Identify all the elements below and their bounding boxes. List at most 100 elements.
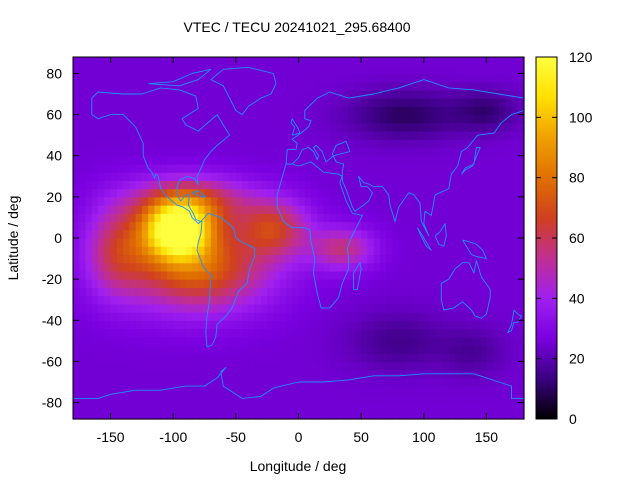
heatmap-cell [73, 205, 80, 214]
heatmap-cell [386, 344, 394, 354]
heatmap-cell [85, 386, 93, 395]
heatmap-cell [480, 98, 488, 107]
heatmap-cell [336, 131, 343, 140]
heatmap-cell [154, 188, 162, 198]
heatmap-cell [285, 270, 293, 280]
heatmap-cell [129, 287, 137, 297]
heatmap-cell [223, 386, 231, 395]
heatmap-cell [323, 163, 331, 173]
heatmap-cell [323, 262, 331, 272]
heatmap-cell [411, 287, 419, 297]
heatmap-cell [511, 147, 519, 157]
heatmap-cell [361, 238, 368, 247]
heatmap-cell [411, 213, 419, 223]
heatmap-cell [179, 369, 187, 379]
heatmap-cell [185, 369, 193, 379]
heatmap-cell [123, 312, 130, 321]
colorbar-tick-label: 100 [569, 109, 593, 125]
heatmap-cell [141, 205, 149, 214]
heatmap-cell [311, 188, 318, 198]
heatmap-cell [448, 386, 456, 395]
heatmap-cell [148, 98, 156, 107]
heatmap-cell [379, 131, 387, 140]
heatmap-cell [160, 139, 168, 149]
heatmap-cell [73, 369, 80, 379]
heatmap-cell [342, 114, 350, 124]
heatmap-cell [379, 287, 387, 297]
heatmap-cell [173, 254, 181, 264]
heatmap-cell [223, 394, 231, 404]
heatmap-cell [379, 81, 387, 91]
heatmap-cell [223, 254, 231, 264]
heatmap-cell [198, 122, 206, 132]
heatmap-cell [467, 270, 475, 280]
heatmap-cell [448, 287, 456, 297]
heatmap-cell [248, 303, 256, 313]
heatmap-cell [79, 73, 87, 83]
heatmap-cell [154, 205, 162, 214]
heatmap-cell [379, 344, 387, 354]
heatmap-cell [329, 254, 337, 264]
heatmap-cell [179, 328, 187, 338]
heatmap-cell [123, 147, 130, 157]
heatmap-cell [417, 287, 425, 297]
heatmap-cell [254, 402, 262, 412]
heatmap-cell [404, 303, 412, 313]
heatmap-cell [348, 122, 356, 132]
heatmap-cell [480, 361, 488, 371]
heatmap-cell [91, 312, 99, 321]
heatmap-cell [79, 131, 87, 140]
heatmap-cell [73, 98, 80, 107]
heatmap-cell [254, 287, 262, 297]
heatmap-cell [91, 254, 99, 264]
heatmap-cell [511, 139, 519, 149]
heatmap-cell [79, 402, 87, 412]
heatmap-cell [498, 320, 506, 330]
heatmap-cell [123, 114, 130, 124]
heatmap-cell [91, 377, 99, 387]
heatmap-cell [173, 229, 181, 239]
heatmap-cell [329, 377, 337, 387]
heatmap-cell [361, 221, 368, 231]
heatmap-cell [448, 139, 456, 149]
heatmap-cell [404, 402, 412, 412]
heatmap-cell [467, 196, 475, 206]
heatmap-cell [486, 57, 494, 66]
heatmap-cell [185, 287, 193, 297]
heatmap-cell [110, 213, 118, 223]
heatmap-cell [461, 213, 469, 223]
coastline-japan [461, 147, 481, 175]
heatmap-cell [185, 336, 193, 346]
heatmap-cell [436, 81, 444, 91]
heatmap-cell [511, 81, 519, 91]
heatmap-cell [486, 147, 494, 157]
heatmap-cell [73, 89, 80, 99]
heatmap-cell [386, 336, 394, 346]
heatmap-cell [217, 328, 224, 338]
heatmap-cell [373, 402, 381, 412]
heatmap-cell [348, 229, 356, 239]
heatmap-cell [148, 344, 156, 354]
heatmap-cell [198, 361, 206, 371]
heatmap-cell [323, 344, 331, 354]
heatmap-cell [285, 295, 293, 305]
heatmap-cell [110, 65, 118, 75]
heatmap-cell [379, 336, 387, 346]
heatmap-cell [392, 147, 400, 157]
heatmap-cell [298, 386, 306, 395]
heatmap-cell [404, 122, 412, 132]
heatmap-cell [135, 155, 143, 165]
heatmap-cell [123, 386, 130, 395]
heatmap-cell [398, 361, 406, 371]
heatmap-cell [179, 353, 187, 363]
heatmap-cell [98, 410, 105, 420]
heatmap-cell [292, 163, 300, 173]
heatmap-cell [98, 361, 105, 371]
heatmap-cell [317, 312, 325, 321]
heatmap-cell [254, 320, 262, 330]
heatmap-cell [285, 353, 293, 363]
heatmap-cell [110, 287, 118, 297]
heatmap-cell [198, 114, 206, 124]
heatmap-cell [411, 320, 419, 330]
heatmap-cell [348, 180, 356, 190]
